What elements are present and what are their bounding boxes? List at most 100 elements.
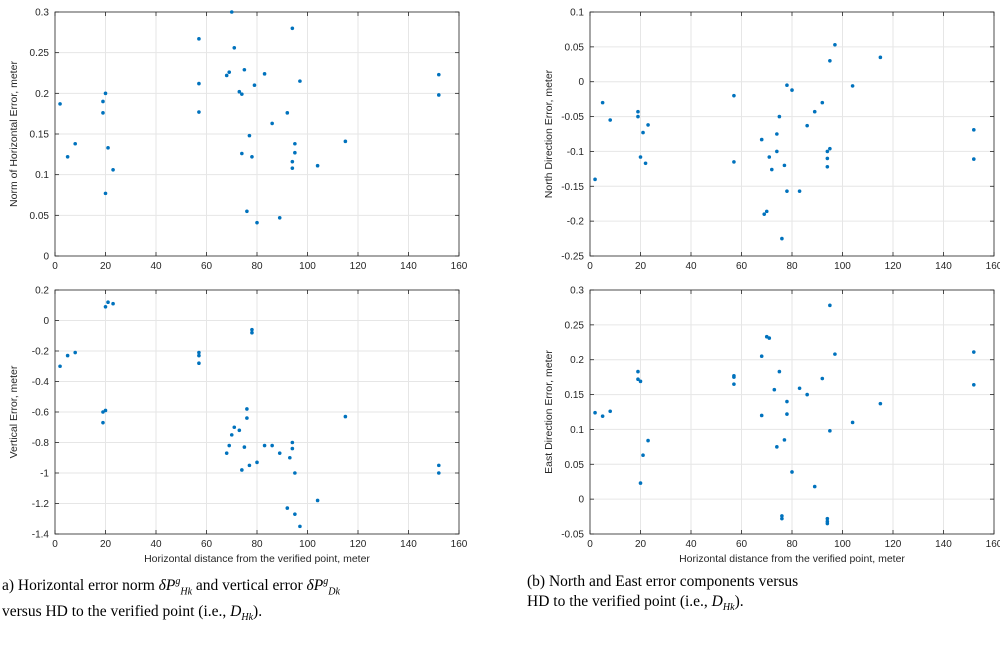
y-tick-label: 0 [43, 316, 49, 327]
data-point [825, 156, 830, 161]
data-point [780, 516, 784, 521]
data-point [828, 429, 832, 433]
data-point [759, 137, 764, 142]
x-tick-label: 0 [587, 539, 593, 550]
data-point [638, 481, 643, 485]
x-tick-label: 120 [885, 261, 902, 272]
y-tick-label: -0.2 [567, 217, 585, 228]
y-tick-label: -1.4 [32, 530, 50, 541]
data-point [101, 99, 105, 104]
y-tick-label: -0.05 [561, 530, 584, 541]
data-point [250, 154, 254, 159]
x-tick-label: 160 [451, 261, 468, 272]
y-tick-label: 0.25 [30, 48, 50, 59]
x-tick-label: 80 [786, 261, 798, 272]
data-point [638, 155, 643, 159]
data-point [270, 121, 274, 126]
data-point [262, 443, 267, 448]
data-point [762, 212, 767, 216]
x-tick-label: 100 [834, 261, 851, 272]
data-point [972, 128, 976, 132]
y-tick-label: 0.1 [570, 8, 584, 19]
data-point [782, 163, 787, 168]
x-tick-label: 100 [834, 539, 851, 550]
data-point [828, 146, 832, 151]
east-direction-error-plot: 0 20 40 60 80 100 120 140 160-0.0500.050.10.150.… [543, 286, 1000, 566]
data-point [298, 79, 302, 83]
data-point [103, 191, 108, 196]
y-tick-label: 0 [43, 252, 49, 263]
data-point [250, 327, 254, 332]
y-tick-label: 0.1 [35, 170, 49, 181]
x-tick-label: 20 [100, 539, 112, 550]
data-point [785, 83, 789, 87]
data-point [777, 114, 782, 119]
y-axis-label: Norm of Horizontal Error, meter [8, 61, 20, 207]
x-tick-label: 80 [251, 539, 263, 550]
caption-left: a) Horizontal error norm δPgHk and verti… [2, 572, 472, 628]
data-point [245, 407, 249, 411]
x-tick-label: 120 [885, 539, 902, 550]
data-point [775, 149, 779, 154]
y-axis-label: East Direction Error, meter [543, 350, 555, 474]
y-tick-label: 0.2 [570, 355, 584, 366]
data-point [242, 445, 247, 449]
data-point [790, 470, 794, 474]
x-tick-label: 100 [299, 539, 316, 550]
data-point [775, 132, 779, 136]
y-tick-label: 0.15 [30, 130, 50, 141]
data-point [315, 498, 320, 503]
caption-left-line1: a) Horizontal error norm δPgHk and verti… [2, 576, 340, 598]
data-point [782, 438, 787, 442]
data-point [641, 130, 645, 135]
y-tick-label: -0.4 [32, 377, 50, 388]
data-point [785, 399, 789, 404]
y-tick-label: 0.1 [570, 425, 584, 436]
data-point [101, 420, 105, 425]
data-point [805, 123, 809, 128]
y-tick-label: 0.05 [565, 460, 585, 471]
data-point [285, 506, 290, 510]
x-tick-label: 160 [986, 539, 1000, 550]
caption-right-line1: (b) North and East error components vers… [527, 573, 799, 590]
y-tick-label: 0.05 [30, 211, 50, 222]
data-point [103, 304, 108, 309]
data-point [790, 88, 794, 92]
data-point [785, 189, 789, 193]
x-tick-label: 0 [587, 261, 593, 272]
data-point [101, 111, 105, 115]
data-point [298, 524, 302, 529]
caption-left-line2: versus HD to the verified point (i.e., D… [2, 603, 263, 624]
data-point [646, 438, 650, 443]
y-tick-label: -0.15 [561, 182, 584, 193]
data-point [767, 155, 772, 159]
data-point [732, 382, 736, 386]
data-point [828, 59, 832, 63]
x-tick-label: 80 [786, 539, 798, 550]
data-point [343, 414, 348, 419]
data-point [58, 364, 62, 369]
x-tick-label: 60 [201, 539, 213, 550]
data-point [878, 401, 883, 406]
data-point [772, 387, 777, 392]
x-tick-label: 160 [986, 261, 1000, 272]
x-axis-label: Horizontal distance from the verified po… [144, 553, 370, 565]
data-point [247, 463, 252, 468]
data-point [293, 141, 297, 146]
y-tick-label: -0.25 [561, 252, 584, 263]
x-tick-label: 40 [685, 261, 697, 272]
data-point [343, 139, 348, 144]
data-point [227, 443, 232, 448]
caption-right-line2: HD to the verified point (i.e., DHk). [527, 593, 744, 614]
data-point [972, 383, 976, 387]
data-point [285, 111, 290, 115]
data-point [245, 416, 249, 420]
data-point [732, 93, 736, 98]
data-point [111, 167, 115, 172]
x-tick-label: 60 [736, 539, 748, 550]
data-point [732, 160, 736, 164]
data-point [73, 141, 77, 146]
data-point [972, 157, 976, 161]
data-point [797, 189, 802, 193]
y-axis-label: Vertical Error, meter [8, 365, 20, 458]
